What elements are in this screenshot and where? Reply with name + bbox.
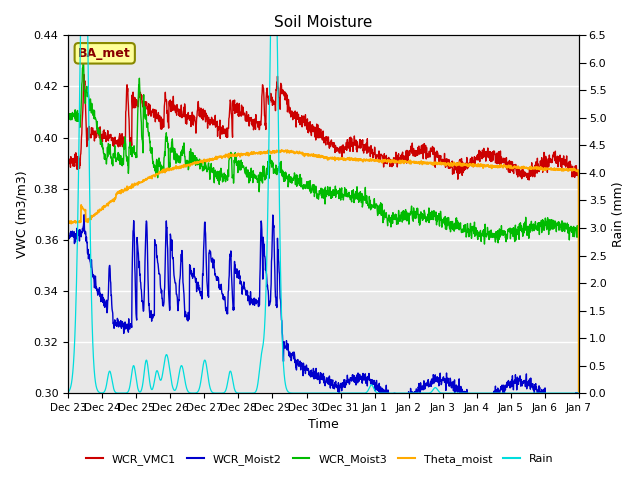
Rain	[301, 390, 308, 396]
WCR_VMC1	[575, 390, 583, 396]
WCR_Moist3	[575, 390, 583, 396]
Y-axis label: Rain (mm): Rain (mm)	[612, 181, 625, 247]
Rain	[519, 390, 527, 396]
Text: BA_met: BA_met	[78, 47, 131, 60]
WCR_Moist2	[519, 379, 527, 384]
Line: WCR_Moist2: WCR_Moist2	[68, 215, 579, 406]
WCR_Moist2	[310, 376, 318, 382]
WCR_VMC1	[519, 174, 527, 180]
WCR_VMC1	[301, 121, 308, 127]
Theta_moist	[444, 160, 452, 166]
Theta_moist	[310, 154, 318, 159]
Line: WCR_Moist3: WCR_Moist3	[68, 57, 579, 393]
Theta_moist	[64, 220, 72, 226]
WCR_Moist3	[519, 233, 527, 239]
Rain	[310, 390, 318, 396]
Theta_moist	[278, 147, 285, 153]
WCR_Moist2	[569, 394, 577, 400]
WCR_Moist3	[79, 54, 87, 60]
Legend: WCR_VMC1, WCR_Moist2, WCR_Moist3, Theta_moist, Rain: WCR_VMC1, WCR_Moist2, WCR_Moist3, Theta_…	[82, 450, 558, 469]
WCR_Moist3	[64, 116, 72, 122]
Rain	[575, 390, 583, 396]
WCR_VMC1	[444, 162, 452, 168]
WCR_Moist2	[64, 233, 72, 239]
WCR_Moist2	[479, 403, 487, 409]
Line: Rain: Rain	[68, 36, 579, 393]
WCR_Moist2	[575, 403, 583, 409]
WCR_Moist2	[301, 367, 308, 373]
WCR_Moist3	[444, 222, 452, 228]
Rain	[518, 390, 526, 396]
Rain	[444, 390, 452, 396]
WCR_Moist2	[145, 287, 152, 293]
Title: Soil Moisture: Soil Moisture	[275, 15, 372, 30]
Y-axis label: VWC (m3/m3): VWC (m3/m3)	[15, 170, 28, 258]
WCR_Moist2	[444, 375, 452, 381]
Rain	[64, 389, 72, 395]
WCR_VMC1	[145, 113, 152, 119]
WCR_VMC1	[80, 72, 88, 77]
Theta_moist	[144, 175, 152, 180]
Rain	[569, 390, 577, 396]
Theta_moist	[569, 166, 577, 172]
WCR_VMC1	[64, 151, 72, 157]
Line: WCR_VMC1: WCR_VMC1	[68, 74, 579, 393]
WCR_VMC1	[569, 164, 577, 169]
Line: Theta_moist: Theta_moist	[68, 150, 579, 480]
WCR_VMC1	[310, 127, 318, 132]
WCR_Moist2	[80, 212, 88, 217]
Rain	[145, 368, 152, 373]
WCR_Moist3	[301, 185, 308, 191]
Theta_moist	[519, 164, 527, 169]
Theta_moist	[301, 154, 308, 159]
WCR_Moist3	[145, 129, 152, 134]
WCR_Moist3	[569, 227, 577, 233]
Rain	[77, 33, 84, 38]
X-axis label: Time: Time	[308, 419, 339, 432]
WCR_Moist3	[310, 182, 318, 188]
